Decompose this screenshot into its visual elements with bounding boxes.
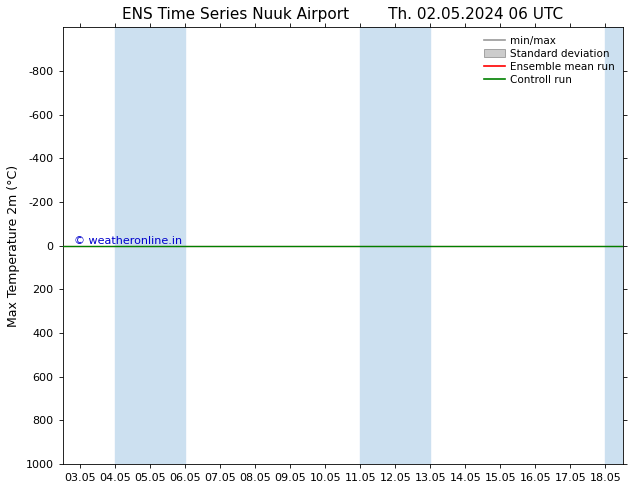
Text: © weatheronline.in: © weatheronline.in xyxy=(74,236,182,245)
Bar xyxy=(360,27,430,464)
Bar xyxy=(115,27,185,464)
Legend: min/max, Standard deviation, Ensemble mean run, Controll run: min/max, Standard deviation, Ensemble me… xyxy=(481,32,618,88)
Y-axis label: Max Temperature 2m (°C): Max Temperature 2m (°C) xyxy=(7,165,20,327)
Bar xyxy=(605,27,623,464)
Title: ENS Time Series Nuuk Airport        Th. 02.05.2024 06 UTC: ENS Time Series Nuuk Airport Th. 02.05.2… xyxy=(122,7,563,22)
